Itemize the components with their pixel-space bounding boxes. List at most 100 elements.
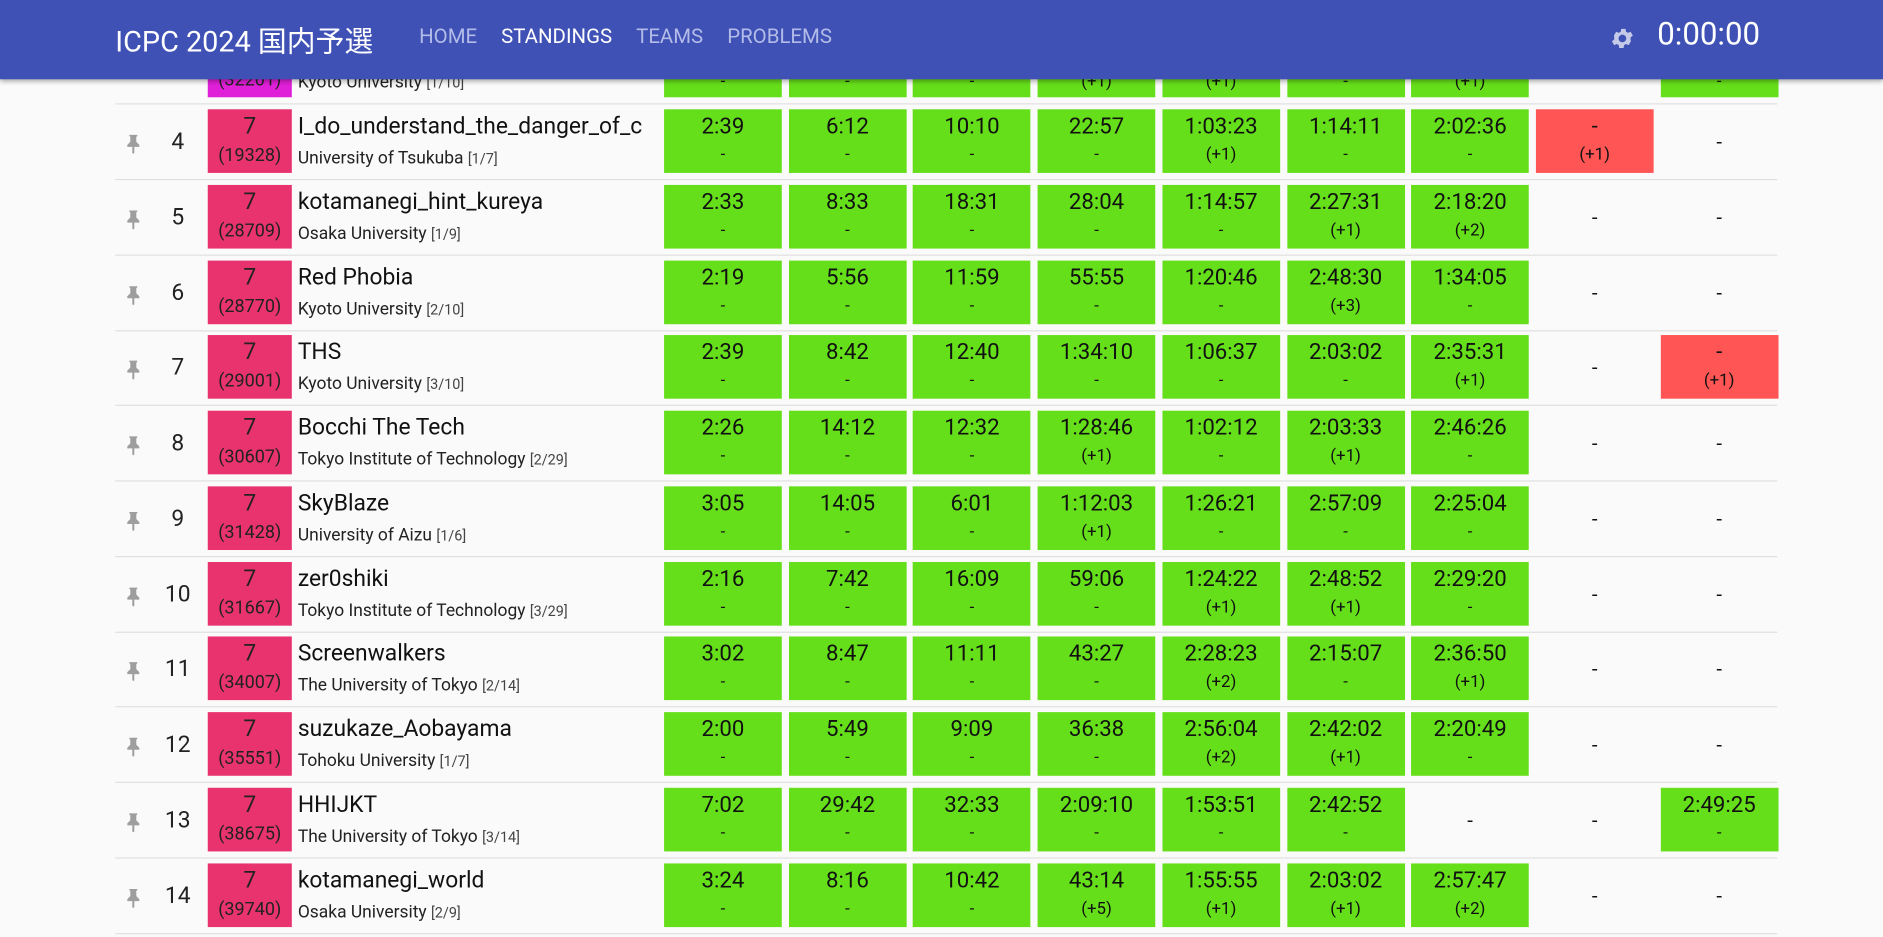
nav-link[interactable]: TEAMS [636,25,703,49]
penalty: - [913,520,1031,544]
penalty: (+2) [1162,670,1280,694]
score: (30607) [208,444,292,468]
penalty: - [1287,143,1405,167]
team-name: kotamanegi_world [298,865,658,893]
team-name: HHIJKT [298,790,658,818]
solved: 7 [208,112,292,141]
pin-button[interactable] [121,131,145,160]
university: The University of Tokyo [3/14] [298,826,520,846]
time: 10:10 [913,112,1031,141]
team-name: I_do_understand_the_danger_of_c [298,112,658,140]
time: 2:42:52 [1287,790,1405,819]
time: 1:34:05 [1411,262,1529,291]
pin-button[interactable] [121,432,145,461]
rank: 10 [151,579,204,607]
pin-button[interactable] [121,658,145,687]
problem-cell: 1:02:12- [1162,411,1280,475]
penalty: - [1038,821,1156,845]
problem-cell: 2:09:10- [1038,787,1156,851]
problem-cell: - [1660,712,1778,776]
nav-link[interactable]: HOME [419,25,477,49]
time: 18:31 [913,187,1031,216]
solved: 7 [208,413,292,442]
problem-cell: 1:06:37- [1162,335,1280,399]
problem-cell: 2:19- [664,260,782,324]
score: (35551) [208,746,292,770]
time: 2:02:36 [1411,112,1529,141]
app-bar: ICPC 2024 国内予選 HOMESTANDINGSTEAMSPROBLEM… [0,0,1883,79]
time: - [1536,807,1654,836]
problem-cell: 59:06- [1038,561,1156,625]
problem-cell: 1:14:11- [1287,109,1405,173]
time: - [1660,128,1778,157]
score-box: 7(28770) [208,260,292,324]
problem-cell: 32:33- [913,787,1031,851]
problem-cell: - [1660,109,1778,173]
penalty: (+2) [1411,218,1529,242]
penalty: - [913,670,1031,694]
score: (34007) [208,670,292,694]
nav-link[interactable]: STANDINGS [501,25,612,49]
pin-button[interactable] [121,734,145,763]
time: 2:03:33 [1287,413,1405,442]
problem-cell: 2:03:02(+1) [1287,863,1405,927]
rank: 12 [151,730,204,758]
pin-button[interactable] [121,508,145,537]
problem-cell: 5:49- [789,712,907,776]
problem-cell: 12:40- [913,335,1031,399]
penalty: - [789,520,907,544]
problem-cell: 1:14:57- [1162,185,1280,249]
university: Tokyo Institute of Technology [3/29] [298,600,568,620]
score: (31667) [208,595,292,619]
time: 1:06:37 [1162,338,1280,367]
penalty: - [789,896,907,920]
penalty: - [913,595,1031,619]
time: 1:34:10 [1038,338,1156,367]
rank: 6 [151,278,204,306]
problem-cell: 29:42- [789,787,907,851]
penalty: - [664,444,782,468]
time: 2:48:52 [1287,564,1405,593]
time: 8:42 [789,338,907,367]
time: 1:03:23 [1162,112,1280,141]
time: 1:26:21 [1162,488,1280,517]
pin-button[interactable] [121,884,145,913]
pin-button[interactable] [121,282,145,311]
penalty: - [1038,218,1156,242]
team-row: 107(31667)zer0shikiTokyo Institute of Te… [115,557,1777,633]
score-box: 7(31667) [208,561,292,625]
team-row: 117(34007)ScreenwalkersThe University of… [115,632,1777,708]
penalty: (+1) [1162,595,1280,619]
penalty: - [1411,143,1529,167]
time: 2:48:30 [1287,262,1405,291]
settings-icon[interactable] [1609,25,1635,51]
solved: 7 [208,865,292,894]
penalty: - [1287,670,1405,694]
penalty: (+1) [1411,670,1529,694]
problem-cell: - [1536,185,1654,249]
problem-cell: 2:25:04- [1411,486,1529,550]
pin-button[interactable] [121,583,145,612]
penalty: (+2) [1162,746,1280,770]
problem-cell: 14:12- [789,411,907,475]
penalty: - [664,896,782,920]
problem-cell: 28:04- [1038,185,1156,249]
solved: 7 [208,338,292,367]
pin-button[interactable] [121,206,145,235]
time: 1:14:11 [1287,112,1405,141]
problem-cell: 2:49:25- [1660,787,1778,851]
pin-button[interactable] [121,809,145,838]
university-rank: [1/9] [431,225,461,242]
pin-button[interactable] [121,357,145,386]
university-name: Tohoku University [298,751,436,771]
time: 2:15:07 [1287,639,1405,668]
problem-cell: 2:48:30(+3) [1287,260,1405,324]
penalty: - [664,746,782,770]
time: 1:55:55 [1162,865,1280,894]
problem-cell: 6:01- [913,486,1031,550]
penalty: - [1038,369,1156,393]
solved: 7 [208,488,292,517]
nav-link[interactable]: PROBLEMS [727,25,832,49]
university-name: University of Tsukuba [298,148,464,168]
